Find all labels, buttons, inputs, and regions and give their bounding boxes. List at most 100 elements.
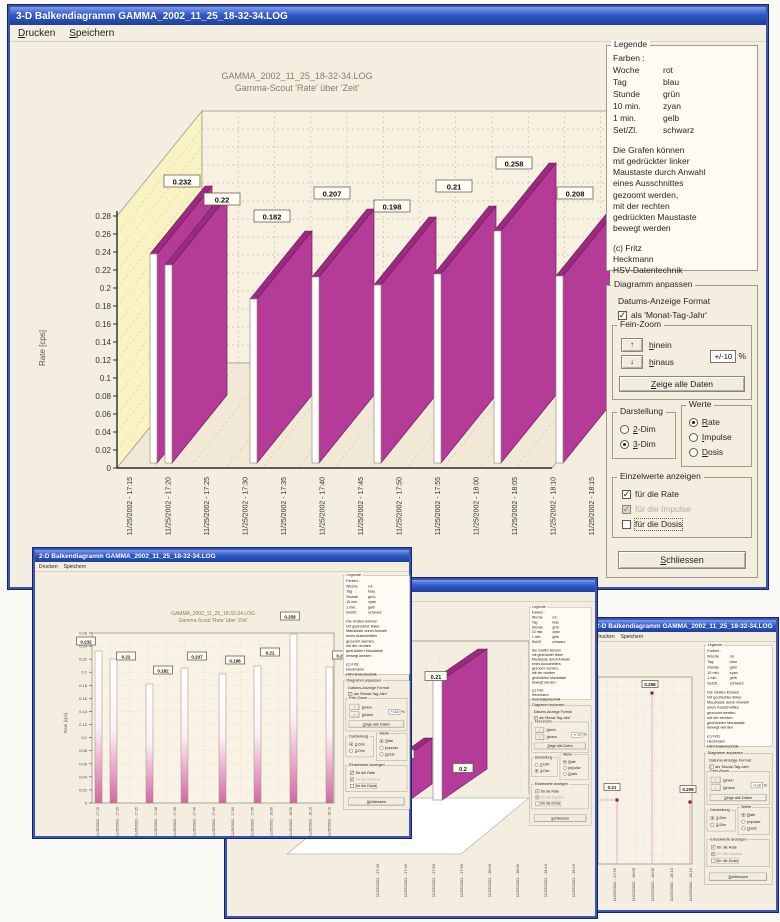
einzel-rate-label: für die Rate	[635, 489, 679, 500]
svg-text:0.258: 0.258	[644, 682, 656, 687]
radio-rate[interactable]	[379, 739, 384, 744]
legend-color-value: gelb	[663, 113, 680, 124]
menu-drucken[interactable]: Drucken	[39, 563, 58, 570]
einzel-rate-checkbox[interactable]	[622, 490, 631, 500]
chart-2d-bars[interactable]: GAMMA_2002_11_25_18-32-34.LOGGamma-Scout…	[37, 573, 343, 839]
bar-front-face	[555, 275, 564, 464]
legend-farben-title: Farben :	[346, 578, 361, 583]
zoom-out-button[interactable]: ↓	[710, 784, 721, 791]
titlebar[interactable]: 2-D Balkendiagramm GAMMA_2002_11_25_18-3…	[592, 620, 776, 632]
titlebar[interactable]: 2-D Balkendiagramm GAMMA_2002_11_25_18-3…	[35, 550, 409, 562]
svg-text:0.1: 0.1	[81, 735, 87, 740]
zeige-alle-daten-button[interactable]: Zeige alle Daten	[619, 376, 745, 393]
menu-speichern[interactable]: Speichern	[620, 633, 644, 640]
svg-text:0.04: 0.04	[79, 774, 88, 779]
radio-3dim[interactable]	[534, 769, 539, 773]
chart-points[interactable]: 0.21 0.258 0.208 11/25/2002 - 17:55 11/25/20…	[592, 642, 702, 914]
werte-group: Werte Rate Impulse Dosis	[680, 399, 752, 468]
chart-3d-bars[interactable]: GAMMA_2002_11_25_18-32-34.LOG Gamma-Scout…	[35, 63, 610, 573]
radio-impulse[interactable]	[741, 819, 746, 824]
datums-anzeige-label: Datums-Anzeige Format	[348, 685, 389, 690]
radio-3dim-label: 3-Dim	[633, 439, 656, 450]
radio-dosis[interactable]	[379, 752, 384, 757]
radio-rate[interactable]	[688, 418, 698, 428]
svg-text:11/25/2002 - 17:55: 11/25/2002 - 17:55	[612, 867, 617, 901]
monat-tag-jahr-checkbox[interactable]	[618, 311, 627, 321]
zoom-out-button[interactable]: ↓	[349, 711, 360, 718]
bar-value-label	[641, 680, 659, 688]
radio-dosis[interactable]	[741, 826, 746, 831]
bar-front-face	[493, 230, 502, 464]
einzelwerte-group: Einzelwerte anzeigen für die Rate für di…	[612, 471, 752, 539]
monat-tag-jahr-checkbox[interactable]	[348, 692, 353, 697]
darstellung-group: Darstellung 2-Dim 3-Dim	[531, 755, 558, 777]
schliessen-button[interactable]: Schliessen	[618, 551, 746, 570]
menu-drucken[interactable]: Drucken	[596, 633, 615, 640]
radio-impulse[interactable]	[379, 745, 384, 750]
zeige-alle-daten-button[interactable]: Zeige alle Daten	[709, 793, 767, 802]
radio-impulse[interactable]	[688, 433, 698, 443]
schliessen-button[interactable]: Schliessen	[348, 797, 405, 806]
zoom-amount-input[interactable]	[388, 709, 401, 715]
legend-color-name: 10 min.	[531, 630, 544, 635]
radio-dosis[interactable]	[562, 772, 567, 777]
zeige-alle-daten-button[interactable]: Zeige alle Daten	[534, 742, 586, 750]
legend-color-name: Woche	[707, 654, 719, 659]
bar-value-label	[76, 636, 96, 646]
einzel-dosis-checkbox[interactable]	[711, 858, 716, 863]
menu-speichern[interactable]: Speichern	[63, 563, 87, 570]
monat-tag-jahr-checkbox[interactable]	[533, 716, 538, 720]
einzel-rate-checkbox[interactable]	[350, 770, 354, 775]
monat-tag-jahr-checkbox[interactable]	[709, 764, 714, 769]
einzel-rate-checkbox[interactable]	[535, 789, 540, 794]
legend-color-name: 1 min.	[613, 113, 637, 124]
menu-speichern[interactable]: Speichern	[69, 27, 115, 39]
einzel-dosis-checkbox[interactable]	[535, 801, 540, 806]
zeige-alle-daten-button[interactable]: Zeige alle Daten	[348, 720, 405, 728]
zoom-in-button[interactable]: ↑	[535, 727, 545, 733]
svg-text:11/25/2002 - 18:10: 11/25/2002 - 18:10	[669, 867, 674, 901]
einzel-dosis-checkbox[interactable]	[622, 520, 631, 530]
titlebar[interactable]: 3-D Balkendiagramm GAMMA_2002_11_25_18-3…	[10, 7, 766, 25]
zoom-amount-input[interactable]	[571, 732, 583, 738]
bar-front-face	[164, 264, 173, 464]
werte-caption: Werte	[739, 804, 753, 809]
settings-panel: Legende Farben : Woche rot Tag blau Stunde gr…	[606, 39, 758, 579]
schliessen-button[interactable]: Schliessen	[709, 872, 767, 881]
legend-color-value: blau	[368, 589, 376, 594]
legend-info-text: Die Grafen können mit gedrückter linker …	[346, 619, 387, 658]
radio-2dim[interactable]	[710, 816, 715, 821]
menu-drucken[interactable]: Drucken	[18, 27, 56, 39]
zoom-in-label: hinein	[361, 704, 372, 710]
zoom-in-button[interactable]: ↑	[621, 338, 643, 353]
radio-2dim[interactable]	[620, 425, 629, 435]
zoom-out-button[interactable]: ↓	[621, 355, 643, 370]
diagramm-anpassen-caption: Diagramm anpassen	[531, 702, 566, 708]
legend-color-name: Tag	[346, 589, 353, 594]
zoom-in-button[interactable]: ↑	[349, 703, 360, 711]
zoom-amount-input[interactable]	[710, 350, 737, 364]
radio-3dim[interactable]	[349, 748, 354, 753]
svg-text:11/25/2002 - 17:55: 11/25/2002 - 17:55	[250, 807, 254, 836]
zoom-in-button[interactable]: ↑	[710, 776, 721, 784]
radio-dosis[interactable]	[688, 448, 698, 458]
radio-impulse[interactable]	[562, 766, 567, 770]
einzel-dosis-label: für die Dosis	[355, 783, 377, 790]
diagramm-anpassen-group: Diagramm anpassen Datums-Anzeige Format …	[704, 750, 773, 886]
schliessen-button[interactable]: Schliessen	[533, 814, 587, 822]
radio-3dim[interactable]	[620, 440, 629, 450]
radio-2dim[interactable]	[534, 762, 539, 767]
zoom-amount-input[interactable]	[750, 782, 763, 789]
svg-text:0.14: 0.14	[95, 338, 111, 347]
radio-3dim[interactable]	[710, 822, 715, 827]
legend-color-value: grün	[552, 625, 560, 630]
einzel-dosis-checkbox[interactable]	[350, 784, 354, 789]
legend-color-name: Set/Zl.	[613, 125, 638, 136]
zoom-out-button[interactable]: ↓	[535, 734, 545, 740]
radio-dosis-label: Dosis	[701, 447, 724, 458]
radio-rate[interactable]	[562, 759, 567, 764]
svg-text:11/25/2002 - 18:00: 11/25/2002 - 18:00	[270, 807, 274, 836]
radio-2dim[interactable]	[349, 742, 354, 747]
radio-rate[interactable]	[741, 812, 746, 817]
einzel-rate-checkbox[interactable]	[711, 845, 716, 850]
